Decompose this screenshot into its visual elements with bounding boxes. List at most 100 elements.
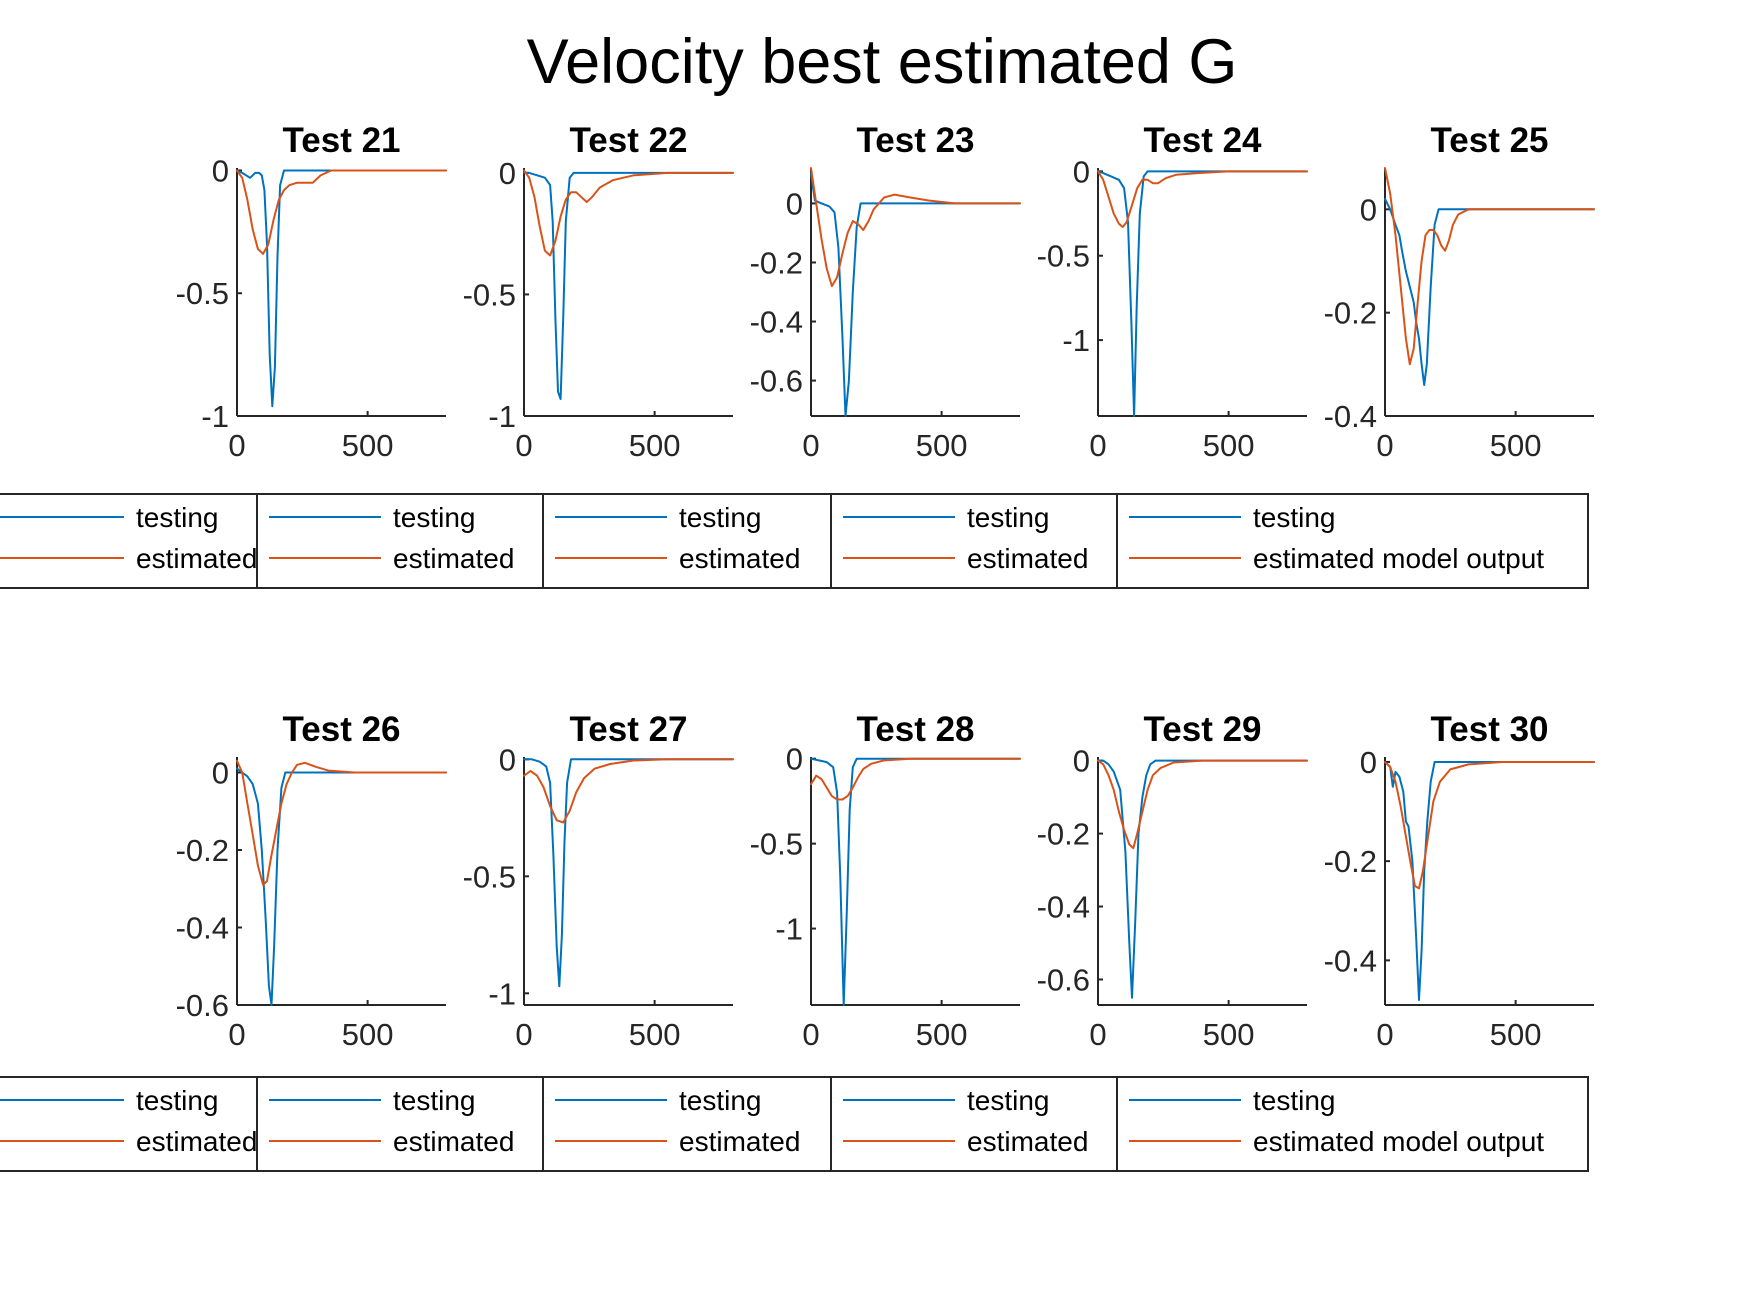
series-estimated-line (1384, 167, 1595, 366)
series-testing-line (1097, 170, 1308, 417)
figure-title: Velocity best estimated G (527, 27, 1238, 97)
legend-2: testing estimated (256, 493, 544, 589)
series-estimated-line (236, 169, 447, 255)
x-tick-label: 0 (1376, 1017, 1393, 1052)
subplot-6: Test 26 0 500 -0.6 -0.4 -0.2 0 (176, 710, 447, 1052)
x-tick-label: 0 (515, 428, 532, 463)
y-tick-label: -0.4 (750, 305, 803, 340)
series-estimated-line (523, 169, 734, 257)
subplot-title: Test 27 (569, 710, 687, 749)
legend-label: estimated (967, 543, 1088, 574)
y-tick-label: -0.4 (1324, 943, 1377, 978)
y-tick-label: -0.6 (1037, 962, 1090, 997)
series-testing-line (523, 171, 734, 400)
series-estimated-line (1097, 170, 1308, 228)
y-tick-label: -1 (488, 399, 516, 434)
y-tick-label: 0 (1073, 154, 1090, 189)
legend-label: estimated (136, 1126, 257, 1157)
y-tick-label: -0.5 (176, 276, 229, 311)
y-tick-label: -1 (201, 399, 229, 434)
legend-label: estimated model output (1253, 543, 1544, 574)
y-tick-label: -0.4 (1324, 399, 1377, 434)
x-tick-label: 500 (916, 428, 968, 463)
legend-label: estimated (393, 1126, 514, 1157)
x-tick-label: 0 (802, 1017, 819, 1052)
y-tick-label: 0 (786, 742, 803, 777)
y-tick-label: -0.4 (176, 911, 229, 946)
x-tick-label: 500 (342, 428, 394, 463)
series-estimated-line (1384, 761, 1595, 890)
legend-6: testing estimated (0, 1076, 258, 1172)
series-testing-line (810, 757, 1021, 1006)
subplot-7: Test 27 0 500 -1 -0.5 0 (463, 710, 734, 1052)
y-tick-label: 0 (212, 756, 229, 791)
legend-label: estimated (136, 543, 257, 574)
legend-label: testing (136, 502, 219, 533)
series-testing-line (236, 169, 447, 408)
x-tick-label: 0 (1089, 428, 1106, 463)
y-tick-label: 0 (499, 156, 516, 191)
y-tick-label: -0.5 (463, 859, 516, 894)
x-tick-label: 500 (342, 1017, 394, 1052)
legend-box (256, 493, 544, 589)
y-tick-label: -1 (1062, 323, 1090, 358)
y-tick-label: -0.6 (176, 988, 229, 1023)
legend-8: testing estimated (542, 1076, 832, 1172)
legend-box (0, 1076, 258, 1172)
y-tick-label: -0.2 (1037, 817, 1090, 852)
x-tick-label: 500 (629, 1017, 681, 1052)
legend-box (830, 493, 1118, 589)
legend-label: estimated (393, 543, 514, 574)
series-testing-line (1384, 198, 1595, 386)
x-tick-label: 500 (629, 428, 681, 463)
series-testing-line (1384, 761, 1595, 1001)
series-testing-line (810, 172, 1021, 417)
legend-label: testing (679, 502, 762, 533)
y-tick-label: -0.2 (1324, 296, 1377, 331)
subplot-title: Test 26 (282, 710, 400, 749)
legend-10: testing estimated model output (1116, 1076, 1589, 1172)
x-tick-label: 500 (1203, 428, 1255, 463)
subplot-9: Test 29 0 500 -0.6 -0.4 -0.2 0 (1037, 710, 1308, 1052)
subplot-10: Test 30 0 500 -0.4 -0.2 0 (1324, 710, 1595, 1052)
y-tick-label: -0.5 (463, 277, 516, 312)
y-tick-label: 0 (1360, 745, 1377, 780)
legend-label: estimated model output (1253, 1126, 1544, 1157)
legend-layer: testing estimated testing estimated testing e… (0, 493, 1589, 1172)
series-estimated-line (1097, 759, 1308, 850)
legend-label: estimated (679, 543, 800, 574)
legend-label: testing (393, 1085, 476, 1116)
series-estimated-line (810, 167, 1021, 288)
subplot-title: Test 30 (1430, 710, 1548, 749)
x-tick-label: 0 (515, 1017, 532, 1052)
subplot-1: Test 21 0 500 -1 -0.5 0 (176, 121, 447, 463)
legend-label: testing (393, 502, 476, 533)
x-tick-label: 0 (1089, 1017, 1106, 1052)
y-tick-label: -1 (488, 976, 516, 1011)
subplot-title: Test 22 (569, 121, 687, 160)
subplot-title: Test 29 (1143, 710, 1261, 749)
y-tick-label: -0.5 (1037, 239, 1090, 274)
legend-label: testing (967, 1085, 1050, 1116)
series-testing-line (1097, 759, 1308, 999)
subplot-title: Test 25 (1430, 121, 1548, 160)
x-tick-label: 0 (1376, 428, 1393, 463)
y-tick-label: 0 (1360, 192, 1377, 227)
y-tick-label: 0 (499, 742, 516, 777)
legend-box (830, 1076, 1118, 1172)
y-tick-label: -0.4 (1037, 890, 1090, 925)
legend-5: testing estimated model output (1116, 493, 1589, 589)
legend-box (256, 1076, 544, 1172)
series-testing-line (523, 758, 734, 988)
legend-7: testing estimated (256, 1076, 544, 1172)
x-tick-label: 500 (1203, 1017, 1255, 1052)
legend-4: testing estimated (830, 493, 1118, 589)
y-tick-label: -1 (775, 912, 803, 947)
x-tick-label: 0 (228, 428, 245, 463)
subplot-title: Test 23 (856, 121, 974, 160)
legend-box (1116, 493, 1589, 589)
y-tick-label: 0 (1073, 744, 1090, 779)
subplot-3: Test 23 0 500 -0.6 -0.4 -0.2 0 (750, 121, 1021, 463)
